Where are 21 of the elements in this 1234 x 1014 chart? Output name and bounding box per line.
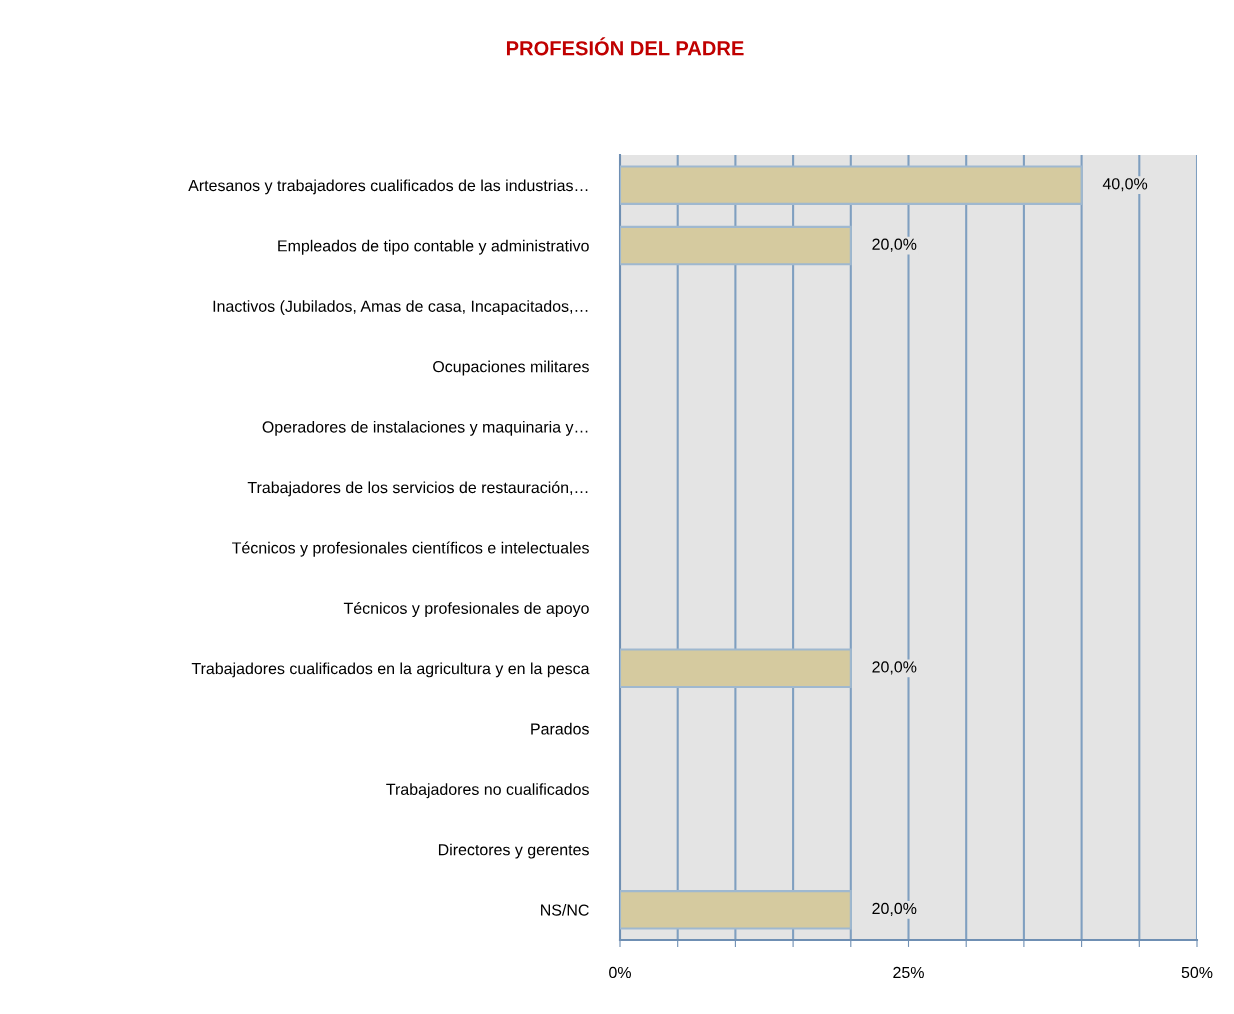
y-tick-label: Trabajadores de los servicios de restauración,… bbox=[247, 481, 588, 497]
y-tick-label: NS/NC bbox=[541, 904, 589, 916]
y-tick-label: Técnicos y profesionales científicos e intelectuales bbox=[232, 541, 589, 557]
y-tick-label: Inactivos (Jubilados, Amas de casa, Incapacitados,… bbox=[213, 300, 588, 316]
y-tick-label: Artesanos y trabajadores cualificados de las industrias… bbox=[188, 179, 588, 195]
y-tick-label: Trabajadores no cualificados bbox=[386, 783, 589, 799]
x-tick-label: 25% bbox=[893, 966, 924, 979]
y-tick-label: Ocupaciones militares bbox=[433, 360, 589, 376]
y-tick-label: Operadores de instalaciones y maquinaria y… bbox=[262, 420, 588, 436]
data-label: 20,0% bbox=[872, 661, 917, 675]
x-tick-label: 0% bbox=[609, 966, 631, 979]
y-tick-label: Empleados de tipo contable y administrativo bbox=[278, 239, 589, 255]
data-label: 20,0% bbox=[872, 902, 917, 916]
y-tick-label: Parados bbox=[531, 722, 589, 735]
x-tick-label: 50% bbox=[1181, 966, 1213, 979]
data-label: 20,0% bbox=[872, 238, 917, 252]
chart-title: PROFESIÓN DEL PADRE bbox=[506, 37, 744, 56]
data-label: 40,0% bbox=[1102, 178, 1148, 192]
y-tick-label: Directores y gerentes bbox=[438, 843, 589, 859]
y-tick-label: Técnicos y profesionales de apoyo bbox=[343, 602, 589, 618]
y-tick-label: Trabajadores cualificados en la agricultura y en la pesca bbox=[191, 662, 590, 678]
